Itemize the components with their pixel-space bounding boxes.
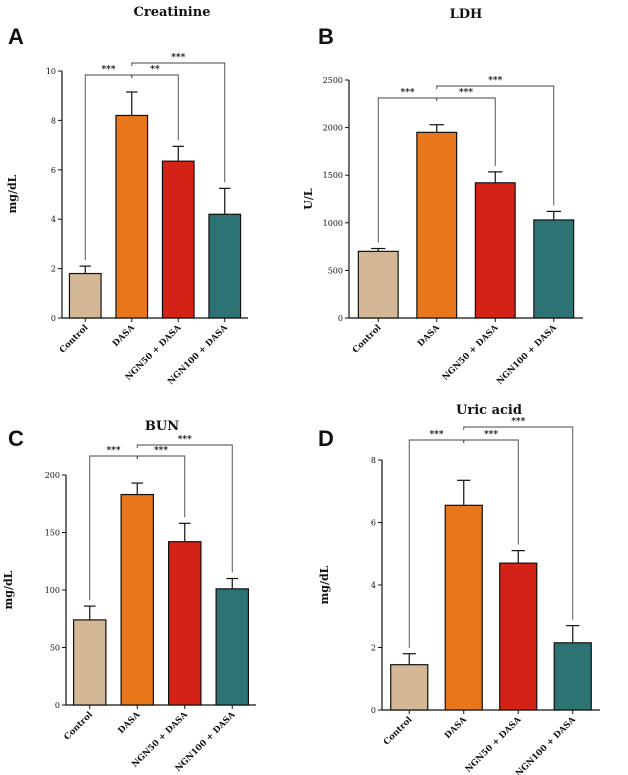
- category-label-1: DASA: [416, 323, 442, 349]
- category-label-3: NGN100 + DASA: [514, 715, 578, 775]
- significance-bracket-1: [436, 97, 496, 166]
- chart-title: BUN: [145, 419, 179, 434]
- bar-2: [161, 160, 195, 319]
- y-tick-label: 8: [371, 456, 376, 465]
- significance-bracket-1: [131, 74, 179, 141]
- y-tick-label: 2: [51, 265, 56, 274]
- significance-label-2: ***: [511, 417, 525, 427]
- bar-2: [499, 562, 538, 711]
- y-axis-label: mg/dL: [318, 565, 331, 604]
- bar-1: [115, 114, 149, 319]
- category-label-1: DASA: [111, 323, 137, 349]
- panel-letter: A: [8, 24, 24, 49]
- y-tick-label: 500: [328, 266, 343, 275]
- y-axis-label: mg/dL: [6, 174, 19, 213]
- panel-letter: B: [318, 24, 334, 49]
- y-tick-label: 1000: [323, 219, 343, 228]
- y-tick-label: 200: [45, 471, 60, 480]
- y-tick-label: 4: [371, 581, 376, 590]
- y-tick-label: 8: [51, 116, 56, 125]
- bar-0: [72, 619, 107, 706]
- significance-label-1: ***: [154, 446, 168, 456]
- category-label-0: Control: [382, 715, 415, 748]
- chart-title: LDH: [450, 7, 483, 22]
- y-tick-label: 4: [51, 215, 56, 224]
- significance-bracket-2: [131, 62, 226, 183]
- significance-label-1: **: [150, 65, 160, 75]
- y-tick-label: 0: [51, 314, 56, 323]
- y-tick-label: 0: [371, 706, 376, 715]
- significance-label-2: ***: [171, 53, 185, 63]
- significance-bracket-1: [463, 439, 519, 545]
- y-tick-label: 2000: [323, 124, 343, 133]
- y-tick-label: 6: [51, 166, 56, 175]
- y-tick-label: 1500: [323, 171, 343, 180]
- panel-letter: C: [8, 426, 24, 451]
- y-axis-label: U/L: [302, 188, 315, 210]
- significance-bracket-2: [436, 85, 555, 206]
- significance-label-0: ***: [106, 446, 120, 456]
- bar-0: [68, 272, 102, 319]
- category-label-0: Control: [351, 323, 384, 356]
- bar-1: [444, 504, 483, 711]
- category-label-3: NGN100 + DASA: [495, 323, 559, 387]
- bar-0: [357, 250, 399, 319]
- category-label-2: NGN50 + DASA: [464, 715, 524, 775]
- y-tick-label: 6: [371, 519, 376, 528]
- significance-label-2: ***: [488, 76, 502, 86]
- significance-bracket-2: [463, 426, 574, 620]
- panel-letter: D: [318, 426, 334, 451]
- y-axis-label: mg/dL: [2, 570, 15, 609]
- y-tick-label: 2500: [323, 76, 343, 85]
- y-tick-label: 0: [55, 701, 60, 710]
- significance-label-0: ***: [429, 430, 443, 440]
- y-tick-label: 100: [45, 586, 60, 595]
- bar-0: [390, 664, 429, 711]
- y-tick-label: 0: [338, 314, 343, 323]
- significance-label-2: ***: [178, 435, 192, 445]
- bar-3: [215, 588, 250, 706]
- y-tick-label: 50: [50, 644, 60, 653]
- significance-bracket-2: [136, 444, 233, 573]
- category-label-0: Control: [62, 710, 95, 743]
- bar-3: [533, 219, 575, 319]
- y-tick-label: 150: [45, 529, 60, 538]
- chart-title: Uric acid: [456, 403, 522, 418]
- bar-2: [168, 541, 202, 706]
- chart-title: Creatinine: [134, 5, 211, 20]
- category-label-2: NGN50 + DASA: [441, 323, 501, 383]
- bar-2: [474, 182, 516, 319]
- y-tick-label: 2: [371, 644, 376, 653]
- bar-3: [553, 642, 592, 711]
- bar-1: [120, 493, 154, 706]
- bar-1: [416, 131, 458, 319]
- significance-label-1: ***: [484, 430, 498, 440]
- category-label-1: DASA: [443, 715, 469, 741]
- category-label-0: Control: [58, 323, 91, 356]
- significance-label-1: ***: [459, 88, 473, 98]
- y-tick-label: 10: [46, 67, 56, 76]
- significance-bracket-1: [136, 455, 186, 518]
- significance-label-0: ***: [400, 88, 414, 98]
- significance-label-0: ***: [101, 65, 115, 75]
- bar-3: [208, 213, 242, 319]
- category-label-1: DASA: [116, 710, 142, 736]
